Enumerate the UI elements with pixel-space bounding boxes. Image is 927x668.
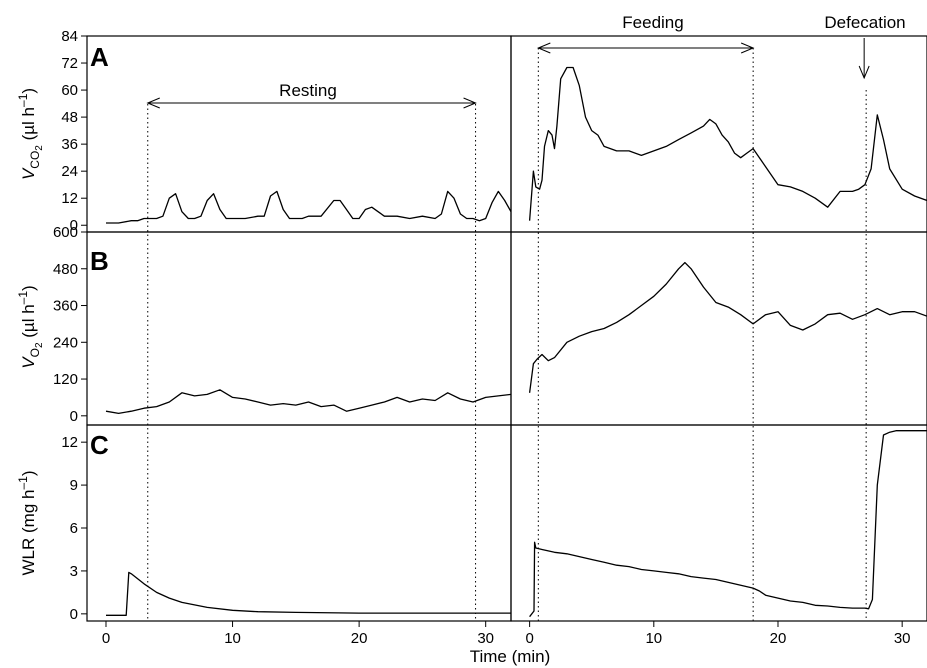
y-tick-label-a: 72	[61, 55, 78, 72]
x-tick-label-right: 0	[525, 630, 533, 647]
x-tick-label-right: 20	[770, 630, 787, 647]
y-tick-label-a: 24	[61, 163, 78, 180]
y-axis-label-b: VO2 (µl h–1)	[16, 285, 45, 368]
y-tick-label-a: 36	[61, 136, 78, 153]
defecation-arrow-head	[858, 65, 870, 80]
y-tick-label-c: 0	[70, 606, 78, 623]
x-axis-label: Time (min)	[470, 647, 551, 666]
feeding-arrow-head-left	[537, 42, 551, 54]
y-tick-label-a: 60	[61, 82, 78, 99]
panel-frame-left-a	[86, 35, 512, 233]
svg-text:WLR (mg h–1): WLR (mg h–1)	[16, 471, 38, 576]
series-line-a-left	[106, 190, 512, 224]
y-tick-label-a: 48	[61, 109, 78, 126]
y-tick-label-c: 12	[61, 434, 78, 451]
annotation-feeding: Feeding	[622, 13, 683, 32]
y-axis-label-a: VCO2 (µl h–1)	[16, 88, 45, 180]
x-tick-label-right: 30	[894, 630, 911, 647]
svg-text:VO2 (µl h–1): VO2 (µl h–1)	[16, 285, 45, 368]
x-tick-label-left: 20	[351, 630, 368, 647]
series-line-c-left	[106, 571, 511, 616]
panel-label-a: A	[90, 42, 109, 72]
y-tick-label-c: 3	[70, 563, 78, 580]
series-line-a-right	[528, 66, 927, 221]
y-tick-label-b: 480	[53, 261, 78, 278]
y-tick-label-c: 6	[70, 520, 78, 537]
series-line-b-left	[105, 389, 512, 415]
y-axis-label-c: WLR (mg h–1)	[16, 471, 38, 576]
panel-frame-right-c	[510, 424, 927, 622]
y-tick-label-a: 0	[70, 217, 78, 234]
resting-arrow-head-right	[463, 97, 477, 109]
y-tick-label-c: 9	[70, 477, 78, 494]
y-tick-label-a: 12	[61, 190, 78, 207]
y-tick-label-b: 0	[70, 408, 78, 425]
y-tick-label-b: 120	[53, 371, 78, 388]
y-tick-label-b: 600	[53, 224, 78, 241]
x-tick-label-left: 0	[102, 630, 110, 647]
annotation-resting: Resting	[279, 81, 337, 100]
panel-label-c: C	[90, 430, 109, 460]
svg-text:VCO2 (µl h–1): VCO2 (µl h–1)	[16, 88, 45, 180]
panel-frame-left-b	[86, 231, 512, 426]
annotation-defecation: Defecation	[824, 13, 905, 32]
x-tick-label-left: 10	[224, 630, 241, 647]
y-tick-label-a: 84	[61, 28, 78, 45]
panel-frame-right-b	[510, 231, 927, 426]
resting-arrow-head-left	[146, 97, 160, 109]
series-line-b-right	[528, 261, 927, 393]
x-tick-label-right: 10	[645, 630, 662, 647]
panel-frame-left-c	[86, 424, 512, 622]
y-tick-label-b: 240	[53, 334, 78, 351]
y-tick-label-b: 360	[53, 298, 78, 315]
panel-frames	[86, 35, 927, 622]
feeding-arrow-head-right	[740, 42, 755, 54]
panel-label-b: B	[90, 246, 109, 276]
x-tick-label-left: 30	[477, 630, 494, 647]
series-line-c-right	[529, 430, 927, 618]
